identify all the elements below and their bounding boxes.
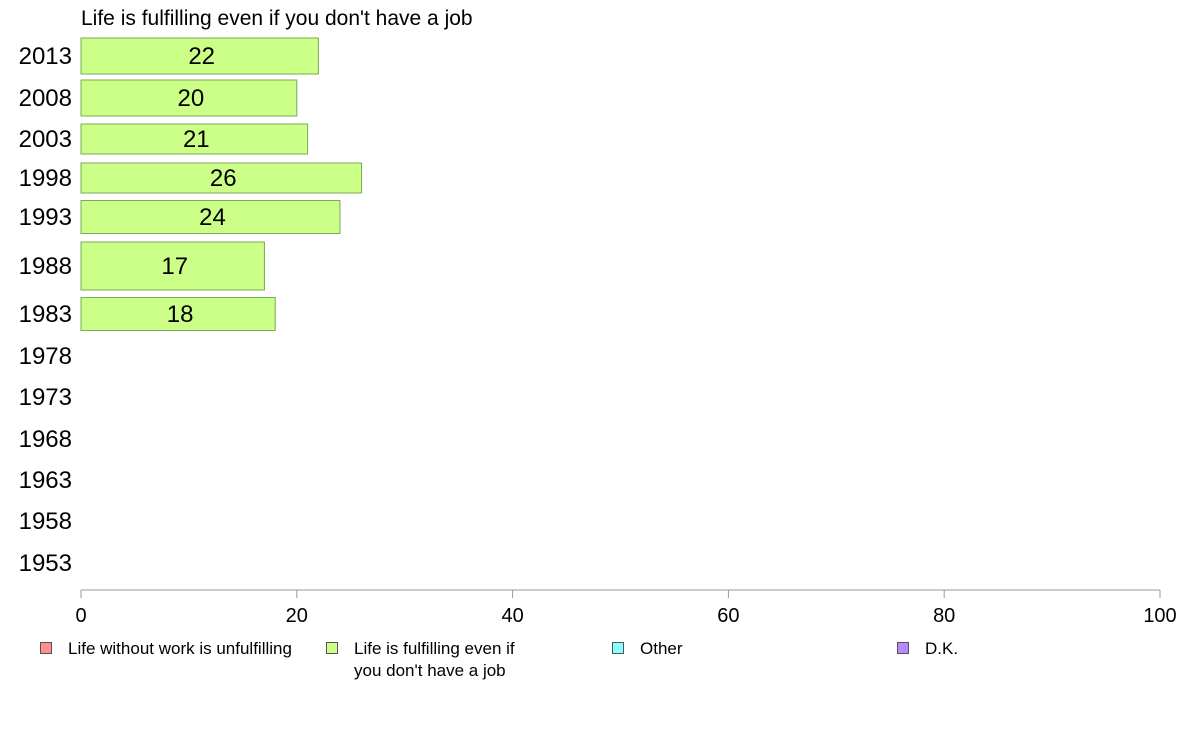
legend-label-unfulfilling: Life without work is unfulfilling <box>68 639 292 658</box>
legend-item-fulfilling: Life is fulfilling even if you don't hav… <box>326 638 546 682</box>
bar-value-label: 24 <box>199 204 226 231</box>
bar-value-label: 17 <box>161 253 188 280</box>
x-tick-label: 80 <box>933 605 955 627</box>
category-label: 1978 <box>19 343 72 370</box>
category-label: 1963 <box>19 467 72 494</box>
x-tick-label: 60 <box>717 605 739 627</box>
category-label: 1988 <box>19 253 72 280</box>
category-label: 1968 <box>19 426 72 453</box>
category-label: 2013 <box>19 43 72 70</box>
legend-swatch-unfulfilling <box>40 642 52 654</box>
category-label: 1953 <box>19 550 72 577</box>
bar-value-label: 26 <box>210 165 237 192</box>
legend-label-other: Other <box>640 639 683 658</box>
x-tick-label: 0 <box>75 605 86 627</box>
bar-value-label: 21 <box>183 126 210 153</box>
legend-swatch-dk <box>897 642 909 654</box>
bar <box>80 241 265 291</box>
x-tick-label: 40 <box>501 605 523 627</box>
bar <box>80 37 319 75</box>
x-tick-label: 100 <box>1143 605 1176 627</box>
bar <box>80 297 276 331</box>
legend-label-dk: D.K. <box>925 639 959 658</box>
category-label: 1998 <box>19 165 72 192</box>
legend-label-fulfilling: Life is fulfilling even if you don't hav… <box>354 639 515 680</box>
category-label: 1983 <box>19 301 72 328</box>
bar <box>80 162 363 194</box>
bar-value-label: 18 <box>167 301 194 328</box>
legend-item-dk: D.K. <box>897 638 1097 660</box>
bar-chart: Life is fulfilling even if you don't hav… <box>19 7 1177 627</box>
bar <box>80 200 341 234</box>
legend-item-other: Other <box>612 638 812 660</box>
bar-value-label: 22 <box>188 43 215 70</box>
x-tick-label: 20 <box>286 605 308 627</box>
bar-value-label: 20 <box>178 85 205 112</box>
legend-item-unfulfilling: Life without work is unfulfilling <box>40 638 320 660</box>
category-label: 2008 <box>19 85 72 112</box>
category-label: 2003 <box>19 126 72 153</box>
bar <box>80 123 309 155</box>
legend: Life without work is unfulfilling Life i… <box>0 638 1188 688</box>
legend-swatch-other <box>612 642 624 654</box>
category-label: 1993 <box>19 204 72 231</box>
legend-swatch-fulfilling <box>326 642 338 654</box>
category-label: 1973 <box>19 384 72 411</box>
chart-title: Life is fulfilling even if you don't hav… <box>81 7 473 30</box>
category-label: 1958 <box>19 508 72 535</box>
bar <box>80 79 298 117</box>
